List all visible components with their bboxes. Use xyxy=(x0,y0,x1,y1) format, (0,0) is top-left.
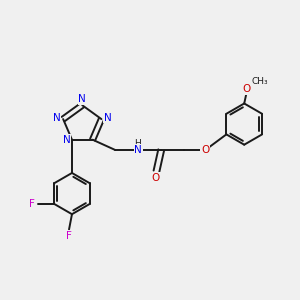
Text: O: O xyxy=(242,84,251,94)
Text: O: O xyxy=(201,145,209,155)
Text: N: N xyxy=(78,94,86,104)
Text: N: N xyxy=(134,145,142,155)
Text: H: H xyxy=(134,139,141,148)
Text: F: F xyxy=(66,231,72,241)
Text: O: O xyxy=(152,173,160,183)
Text: F: F xyxy=(28,199,34,209)
Text: N: N xyxy=(63,135,70,145)
Text: CH₃: CH₃ xyxy=(251,77,268,86)
Text: N: N xyxy=(53,112,61,123)
Text: N: N xyxy=(104,112,112,123)
